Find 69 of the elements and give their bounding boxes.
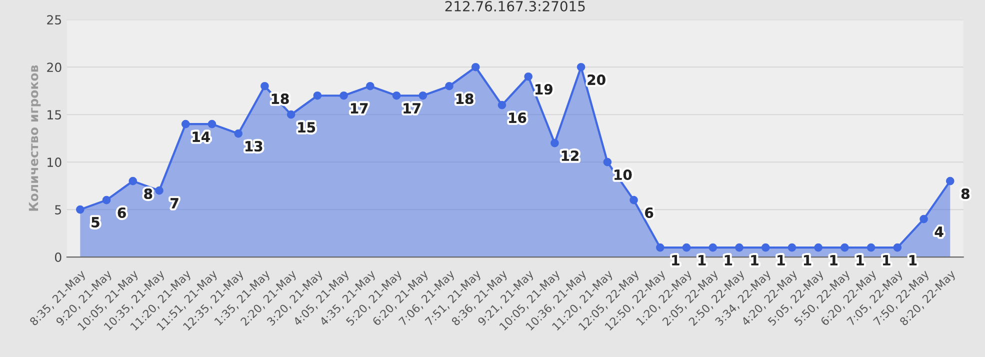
data-label: 8 xyxy=(961,188,970,199)
point xyxy=(866,243,876,252)
point xyxy=(630,196,638,204)
point xyxy=(761,243,770,252)
data-label: 7 xyxy=(170,198,178,208)
point xyxy=(735,243,744,252)
data-label: 1 xyxy=(698,255,706,266)
data-label: 1 xyxy=(909,255,917,266)
data-label: 13 xyxy=(246,141,262,152)
data-label: 6 xyxy=(118,207,126,218)
point xyxy=(498,100,506,110)
data-label: 12 xyxy=(562,150,578,161)
point xyxy=(181,120,190,128)
data-label: 1 xyxy=(830,255,838,266)
point xyxy=(471,62,480,72)
point xyxy=(603,158,612,166)
data-label: 16 xyxy=(509,112,526,124)
point xyxy=(340,91,348,100)
point xyxy=(286,110,296,119)
point xyxy=(418,91,428,100)
data-label: 18 xyxy=(456,94,474,104)
y-tick-label: 25 xyxy=(47,15,62,25)
point xyxy=(366,82,374,90)
data-label: 1 xyxy=(778,255,785,266)
data-label: 6 xyxy=(645,207,654,218)
data-label: 14 xyxy=(192,132,210,142)
y-tick-label: 15 xyxy=(48,110,62,120)
data-label: 1 xyxy=(672,255,680,266)
point xyxy=(576,62,586,72)
data-label: 20 xyxy=(588,74,606,86)
point xyxy=(445,82,454,90)
data-label: 15 xyxy=(298,122,316,133)
point xyxy=(893,243,902,252)
data-label: 5 xyxy=(92,217,100,228)
point xyxy=(840,243,849,252)
point xyxy=(313,91,322,100)
data-label: 19 xyxy=(536,84,552,95)
chart-title: 212.76.167.3:27015 xyxy=(445,0,585,12)
data-label: 1 xyxy=(724,255,732,266)
point xyxy=(208,120,216,128)
point xyxy=(102,196,111,204)
point xyxy=(550,138,559,148)
data-label: 1 xyxy=(751,255,758,266)
point xyxy=(76,205,84,214)
point xyxy=(392,91,401,100)
y-axis-title: Количество игроков xyxy=(28,65,41,211)
data-label: 8 xyxy=(144,188,152,199)
data-label: 1 xyxy=(804,255,812,266)
point xyxy=(155,186,164,195)
point xyxy=(708,243,718,252)
point xyxy=(524,72,533,81)
point xyxy=(788,243,796,252)
point xyxy=(234,129,243,138)
data-label: 17 xyxy=(350,103,368,114)
point xyxy=(682,243,691,252)
point xyxy=(128,176,138,186)
data-label: 1 xyxy=(856,255,864,266)
point xyxy=(656,243,664,252)
data-label: 4 xyxy=(934,226,944,237)
y-tick-label: 20 xyxy=(47,62,62,72)
point xyxy=(920,214,928,224)
data-label: 17 xyxy=(404,103,420,114)
point xyxy=(260,82,269,90)
point xyxy=(946,176,954,186)
y-tick-label: 0 xyxy=(54,252,62,262)
data-label: 1 xyxy=(883,255,890,266)
y-tick-label: 10 xyxy=(48,158,62,168)
y-tick-label: 5 xyxy=(55,205,62,214)
point xyxy=(814,243,822,252)
